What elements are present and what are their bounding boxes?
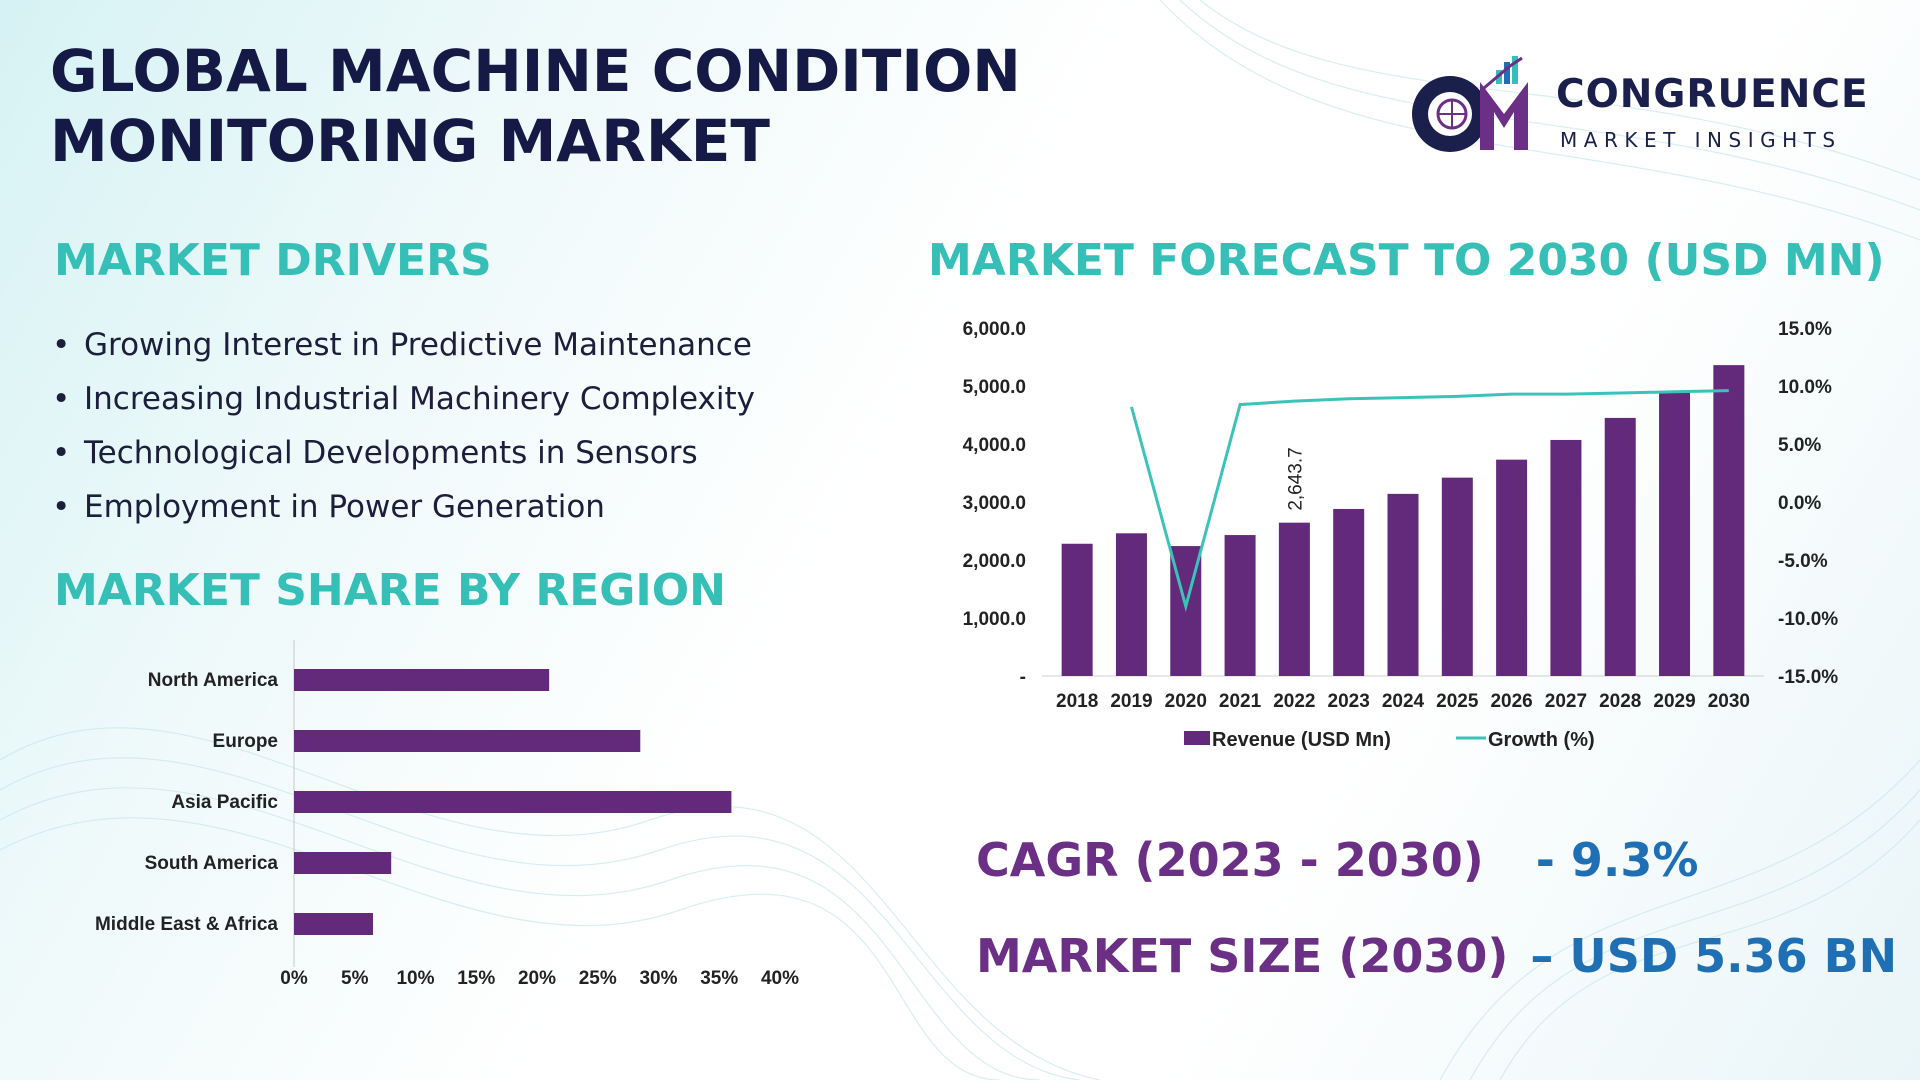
driver-item: Growing Interest in Predictive Maintenan… xyxy=(52,318,755,372)
y-tick-label: 4,000.0 xyxy=(963,435,1026,456)
x-tick-label: 20% xyxy=(518,968,556,989)
revenue-bar xyxy=(1115,533,1147,676)
x-tick-label: 2028 xyxy=(1599,691,1641,712)
y2-tick-label: 10.0% xyxy=(1778,377,1832,398)
forecast-heading: MARKET FORECAST TO 2030 (USD MN) xyxy=(928,235,1885,286)
forecast-chart: - 1,000.0 2,000.0 3,000.0 4,000.0 5,000.0 6,00… xyxy=(963,319,1839,751)
x-tick-label: 2024 xyxy=(1382,691,1425,712)
x-tick-label: 35% xyxy=(700,968,738,989)
revenue-bar xyxy=(1659,391,1691,676)
market-size-stat: MARKET SIZE (2030) – USD 5.36 BN xyxy=(976,928,1897,984)
x-tick-label: 10% xyxy=(396,968,434,989)
legend-label-revenue: Revenue (USD Mn) xyxy=(1212,729,1391,751)
category-label: Europe xyxy=(213,731,278,752)
revenue-bar xyxy=(1496,459,1528,676)
revenue-bar xyxy=(1224,535,1256,676)
data-label: 2,643.7 xyxy=(1285,447,1306,510)
market-size-value: – USD 5.36 BN xyxy=(1530,929,1898,983)
driver-item: Technological Developments in Sensors xyxy=(52,426,755,480)
revenue-bar xyxy=(1441,477,1473,676)
revenue-bar xyxy=(1278,522,1310,676)
y2-tick-label: 0.0% xyxy=(1778,493,1821,514)
x-tick-label: 2030 xyxy=(1708,691,1750,712)
x-tick-label: 30% xyxy=(639,968,677,989)
revenue-bar xyxy=(1061,543,1093,676)
category-label: South America xyxy=(145,853,279,874)
y2-tick-label: -15.0% xyxy=(1778,667,1838,688)
cagr-stat: CAGR (2023 - 2030) - 9.3% xyxy=(976,832,1698,888)
category-label: North America xyxy=(148,670,279,691)
y-tick-label: 1,000.0 xyxy=(963,609,1026,630)
revenue-bar xyxy=(1333,508,1365,676)
y-tick-label: 2,000.0 xyxy=(963,551,1026,572)
driver-item: Increasing Industrial Machinery Complexi… xyxy=(52,372,755,426)
y2-tick-label: 5.0% xyxy=(1778,435,1821,456)
drivers-heading: MARKET DRIVERS xyxy=(54,235,492,286)
y2-tick-label: -10.0% xyxy=(1778,609,1838,630)
page-title: GLOBAL MACHINE CONDITION MONITORING MARK… xyxy=(50,37,1021,175)
bar xyxy=(294,852,392,874)
cagr-value: - 9.3% xyxy=(1535,833,1699,887)
x-tick-label: 2026 xyxy=(1490,691,1532,712)
x-tick-label: 2027 xyxy=(1545,691,1587,712)
x-tick-label: 0% xyxy=(280,968,308,989)
x-tick-label: 2018 xyxy=(1056,691,1098,712)
y-tick-label: - xyxy=(1020,667,1026,688)
revenue-bar xyxy=(1550,439,1582,676)
x-tick-label: 2019 xyxy=(1110,691,1152,712)
x-tick-label: 2029 xyxy=(1653,691,1695,712)
bar xyxy=(294,730,641,752)
region-heading: MARKET SHARE BY REGION xyxy=(54,565,726,616)
logo-tagline: MARKET INSIGHTS xyxy=(1560,128,1842,152)
y2-tick-label: -5.0% xyxy=(1778,551,1828,572)
y-tick-label: 6,000.0 xyxy=(963,319,1026,340)
x-tick-label: 5% xyxy=(341,968,369,989)
category-label: Middle East & Africa xyxy=(95,914,278,935)
revenue-bar xyxy=(1604,417,1636,676)
logo-name: CONGRUENCE xyxy=(1556,72,1869,117)
market-size-label: MARKET SIZE (2030) xyxy=(976,929,1509,983)
bar-chart-globe-icon xyxy=(1412,56,1528,152)
y-tick-label: 3,000.0 xyxy=(963,493,1026,514)
bar xyxy=(294,913,373,935)
x-tick-label: 2025 xyxy=(1436,691,1479,712)
x-tick-label: 2020 xyxy=(1165,691,1207,712)
driver-item: Employment in Power Generation xyxy=(52,480,755,534)
revenue-bar xyxy=(1713,365,1745,676)
y-tick-label: 5,000.0 xyxy=(963,377,1026,398)
y2-tick-label: 15.0% xyxy=(1778,319,1832,340)
x-tick-label: 40% xyxy=(761,968,799,989)
x-tick-label: 2023 xyxy=(1328,691,1370,712)
growth-line xyxy=(1130,389,1729,613)
x-tick-label: 2021 xyxy=(1219,691,1262,712)
x-tick-label: 25% xyxy=(579,968,617,989)
legend-label-growth: Growth (%) xyxy=(1488,729,1595,751)
bar xyxy=(294,669,550,691)
company-logo: CONGRUENCE MARKET INSIGHTS xyxy=(1400,52,1880,162)
x-tick-label: 15% xyxy=(457,968,495,989)
legend-swatch-revenue xyxy=(1184,731,1210,745)
region-share-chart: North America Europe Asia Pacific South Ame… xyxy=(95,640,799,989)
drivers-list: Growing Interest in Predictive Maintenan… xyxy=(52,318,755,534)
revenue-bar xyxy=(1387,493,1419,676)
x-tick-label: 2022 xyxy=(1273,691,1315,712)
bar xyxy=(294,791,732,813)
cagr-label: CAGR (2023 - 2030) xyxy=(976,833,1484,887)
category-label: Asia Pacific xyxy=(171,792,278,813)
